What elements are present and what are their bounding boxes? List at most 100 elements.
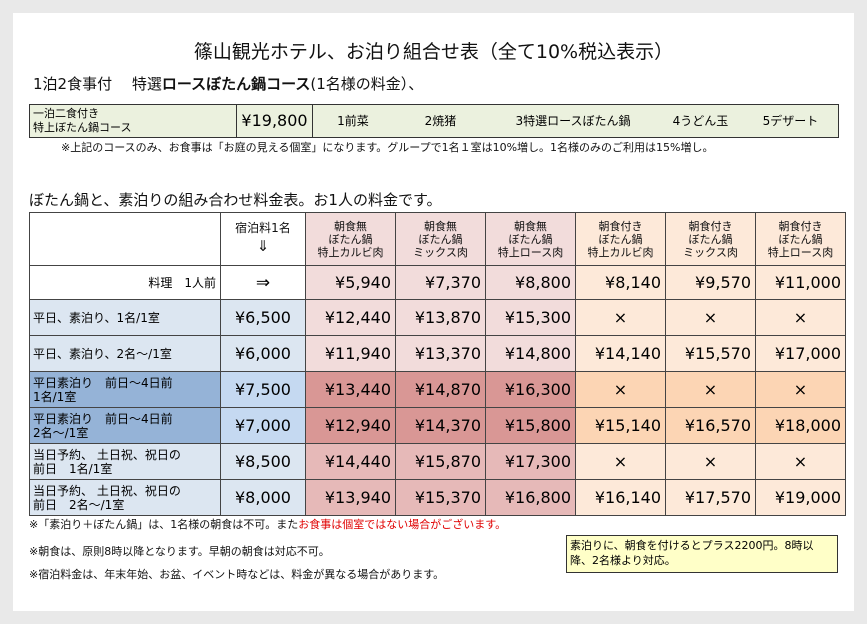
- header-col-2-line3: ミックス肉: [413, 245, 468, 259]
- combo-price: ¥15,370: [395, 479, 486, 516]
- header-col-2-line1: 朝食無: [424, 219, 457, 233]
- combo-price: ¥15,570: [665, 335, 756, 372]
- not-available-mark: ×: [755, 443, 846, 480]
- course-row: 一泊二食付き 特上ぼたん鍋コース ¥19,800 1前菜 2焼猪 3特選ロースぼ…: [29, 104, 839, 138]
- row-label: 平日素泊り 前日～4日前 2名～/1室: [29, 407, 221, 444]
- room-price: ¥6,000: [220, 335, 306, 372]
- header-col-4: 朝食付き ぼたん鍋 特上カルビ肉: [575, 212, 666, 266]
- header-col-2-line2: ぼたん鍋: [418, 232, 463, 246]
- course-name: 一泊二食付き 特上ぼたん鍋コース: [30, 105, 237, 137]
- course-name-line1: 一泊二食付き: [33, 107, 99, 120]
- header-col-1-line2: ぼたん鍋: [328, 232, 373, 246]
- course-item-3: 3特選ロースぼたん鍋: [515, 114, 631, 128]
- breakfast-note-box: 素泊りに、朝食を付けるとプラス2200円。8時以降、2名様より対応。: [566, 535, 838, 573]
- food-price-3: ¥8,800: [485, 265, 576, 300]
- combo-subtitle: ぼたん鍋と、素泊りの組み合わせ料金表。お1人の料金です。: [29, 191, 442, 209]
- header-corner: [29, 212, 221, 266]
- course-price: ¥19,800: [237, 105, 313, 137]
- row-label-line2: 1名/1室: [33, 389, 77, 404]
- row-label-line1: 当日予約、 土日祝、祝日の: [33, 447, 181, 462]
- course-subtitle-bold: ロースぼたん鍋コース: [161, 75, 311, 93]
- header-col-1-line3: 特上カルビ肉: [317, 245, 384, 259]
- course-note: ※上記のコースのみ、お食事は「お庭の見える個室」になります。グループで1名１室は…: [61, 141, 714, 154]
- course-subtitle-prefix: 1泊2食事付 特選: [33, 75, 162, 93]
- food-price-1: ¥5,940: [305, 265, 396, 300]
- table-row: 平日、素泊り、2名～/1室 ¥6,000 ¥11,940 ¥13,370 ¥14…: [29, 335, 846, 372]
- combo-price: ¥14,140: [575, 335, 666, 372]
- header-col-5-line3: ミックス肉: [683, 245, 738, 259]
- food-price-5: ¥9,570: [665, 265, 756, 300]
- combo-price: ¥18,000: [755, 407, 846, 444]
- food-price-4: ¥8,140: [575, 265, 666, 300]
- row-label-line1: 当日予約、 土日祝、祝日の: [33, 483, 181, 498]
- header-col-3-line1: 朝食無: [514, 219, 547, 233]
- room-price: ¥6,500: [220, 299, 306, 336]
- footer-warning-text: お食事は個室ではない場合がございます。: [298, 518, 507, 531]
- not-available-mark: ×: [575, 443, 666, 480]
- not-available-mark: ×: [575, 371, 666, 408]
- row-label: 平日素泊り 前日～4日前 1名/1室: [29, 371, 221, 408]
- room-price: ¥8,500: [220, 443, 306, 480]
- combo-price: ¥11,940: [305, 335, 396, 372]
- combo-price: ¥16,570: [665, 407, 756, 444]
- header-col-2: 朝食無 ぼたん鍋 ミックス肉: [395, 212, 486, 266]
- header-col-3-line2: ぼたん鍋: [508, 232, 553, 246]
- combo-price: ¥15,870: [395, 443, 486, 480]
- course-item-2: 2焼猪: [424, 114, 457, 128]
- header-col-4-line2: ぼたん鍋: [598, 232, 643, 246]
- row-label: 当日予約、 土日祝、祝日の 前日 1名/1室: [29, 443, 221, 480]
- footer-note-3: ※宿泊料金は、年末年始、お盆、イベント時などは、料金が異なる場合があります。: [29, 568, 445, 581]
- footer-note-1-text: ※「素泊り＋ぼたん鍋」は、1名様の朝食は不可。また: [29, 518, 299, 531]
- room-price: ¥8,000: [220, 479, 306, 516]
- table-row-food-price: 料理 1人前 ⇒ ¥5,940 ¥7,370 ¥8,800 ¥8,140 ¥9,…: [29, 265, 846, 300]
- food-price-6: ¥11,000: [755, 265, 846, 300]
- combo-price: ¥14,440: [305, 443, 396, 480]
- combo-price: ¥19,000: [755, 479, 846, 516]
- header-col-4-line3: 特上カルビ肉: [587, 245, 654, 259]
- combo-price-table: 宿泊料1名 ⇓ 朝食無 ぼたん鍋 特上カルビ肉 朝食無 ぼたん鍋 ミックス肉 朝食無 ぼた…: [29, 212, 846, 516]
- not-available-mark: ×: [665, 299, 756, 336]
- header-col-6-line3: 特上ロース肉: [767, 245, 834, 259]
- row-label-line1: 平日、素泊り、1名/1室: [33, 310, 160, 325]
- row-label-line1: 平日素泊り 前日～4日前: [33, 375, 173, 390]
- price-sheet: 篠山観光ホテル、お泊り組合せ表（全て10%税込表示） 1泊2食事付 特選ロースぼ…: [13, 13, 854, 611]
- table-row: 平日素泊り 前日～4日前 2名～/1室 ¥7,000 ¥12,940 ¥14,37…: [29, 407, 846, 444]
- combo-price: ¥13,940: [305, 479, 396, 516]
- combo-price: ¥17,300: [485, 443, 576, 480]
- course-name-line2: 特上ぼたん鍋コース: [33, 121, 132, 134]
- table-row: 平日素泊り 前日～4日前 1名/1室 ¥7,500 ¥13,440 ¥14,870…: [29, 371, 846, 408]
- down-arrow-icon: ⇓: [256, 237, 270, 255]
- combo-price: ¥16,800: [485, 479, 576, 516]
- table-row: 当日予約、 土日祝、祝日の 前日 2名～/1室 ¥8,000 ¥13,940 ¥1…: [29, 479, 846, 516]
- combo-price: ¥13,440: [305, 371, 396, 408]
- combo-price: ¥13,370: [395, 335, 486, 372]
- table-row: 当日予約、 土日祝、祝日の 前日 1名/1室 ¥8,500 ¥14,440 ¥15…: [29, 443, 846, 480]
- table-row: 平日、素泊り、1名/1室 ¥6,500 ¥12,440 ¥13,870 ¥15,…: [29, 299, 846, 336]
- header-room-price: 宿泊料1名 ⇓: [220, 212, 306, 266]
- row-label-line1: 平日、素泊り、2名～/1室: [33, 346, 172, 361]
- footer-note-1: ※「素泊り＋ぼたん鍋」は、1名様の朝食は不可。またお食事は個室ではない場合がござ…: [29, 516, 506, 532]
- not-available-mark: ×: [665, 371, 756, 408]
- combo-price: ¥17,570: [665, 479, 756, 516]
- right-arrow-icon: ⇒: [220, 265, 306, 300]
- header-col-6-line2: ぼたん鍋: [778, 232, 823, 246]
- food-price-2: ¥7,370: [395, 265, 486, 300]
- not-available-mark: ×: [665, 443, 756, 480]
- combo-price: ¥15,800: [485, 407, 576, 444]
- row-label: 当日予約、 土日祝、祝日の 前日 2名～/1室: [29, 479, 221, 516]
- room-price: ¥7,000: [220, 407, 306, 444]
- header-col-4-line1: 朝食付き: [598, 219, 643, 233]
- row-label-line2: 前日 2名～/1室: [33, 497, 125, 512]
- header-col-5-line2: ぼたん鍋: [688, 232, 733, 246]
- header-col-1-line1: 朝食無: [334, 219, 367, 233]
- course-item-1: 1前菜: [337, 114, 369, 128]
- combo-price: ¥13,870: [395, 299, 486, 336]
- row-label-line2: 2名～/1室: [33, 425, 89, 440]
- course-item-4: 4うどん玉: [672, 114, 729, 128]
- row-label-line1: 平日素泊り 前日～4日前: [33, 411, 173, 426]
- combo-price: ¥14,870: [395, 371, 486, 408]
- combo-price: ¥14,370: [395, 407, 486, 444]
- combo-price: ¥15,140: [575, 407, 666, 444]
- header-col-5: 朝食付き ぼたん鍋 ミックス肉: [665, 212, 756, 266]
- not-available-mark: ×: [755, 371, 846, 408]
